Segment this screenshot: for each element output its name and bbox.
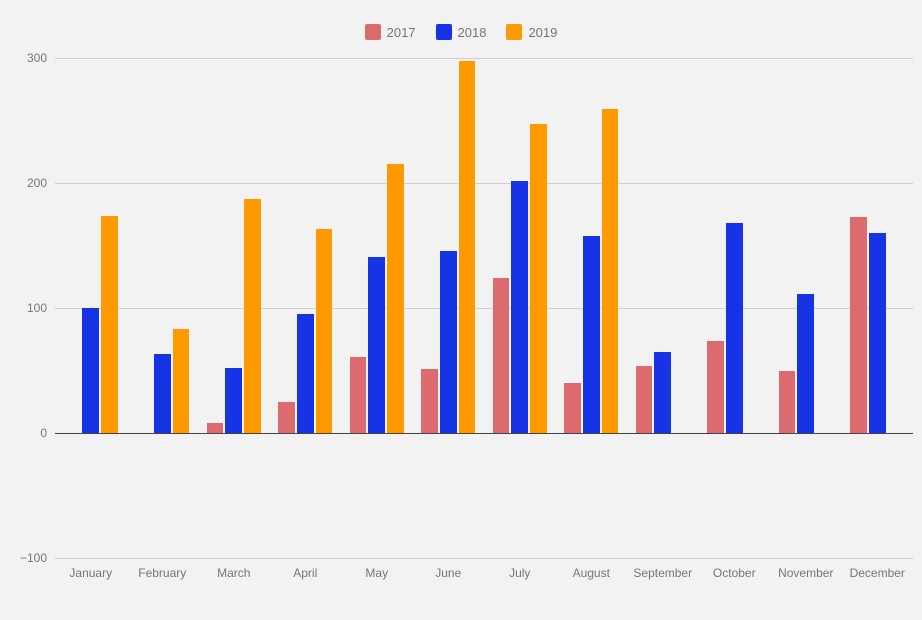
legend-item-2017: 2017 [365,24,416,40]
plot-area: −1000100200300JanuaryFebruaryMarchAprilM… [55,58,913,558]
x-tick-label: February [138,566,186,580]
x-tick-label: October [713,566,756,580]
bar [316,229,333,433]
legend-swatch-icon [436,24,452,40]
bar [82,308,99,433]
bar [530,124,547,433]
bar [225,368,242,433]
y-tick-label: 300 [27,51,47,65]
legend-swatch-icon [365,24,381,40]
bar [493,278,510,433]
legend-label: 2017 [387,25,416,40]
bar [368,257,385,433]
bar [297,314,314,433]
x-tick-label: March [217,566,250,580]
legend-item-2018: 2018 [436,24,487,40]
gridline [55,558,913,559]
y-tick-label: 100 [27,301,47,315]
x-tick-label: April [293,566,317,580]
legend: 2017 2018 2019 [0,24,922,40]
x-tick-label: August [573,566,610,580]
y-tick-label: 0 [40,426,47,440]
bar [779,371,796,434]
legend-swatch-icon [506,24,522,40]
bar [869,233,886,433]
bar [101,216,118,434]
y-tick-label: 200 [27,176,47,190]
x-tick-label: December [850,566,905,580]
bar [154,354,171,433]
x-tick-label: July [509,566,530,580]
legend-label: 2019 [528,25,557,40]
gridline [55,58,913,59]
bar [726,223,743,433]
legend-label: 2018 [458,25,487,40]
bar [511,181,528,434]
bar [564,383,581,433]
bar [278,402,295,433]
gridline [55,308,913,309]
x-tick-label: June [435,566,461,580]
bar [459,61,476,434]
x-tick-label: January [69,566,112,580]
bar [583,236,600,434]
x-tick-label: November [778,566,833,580]
y-tick-label: −100 [20,551,47,565]
bar [387,164,404,433]
bar [850,217,867,433]
legend-item-2019: 2019 [506,24,557,40]
chart-container: 201720182019 −1000100200300JanuaryFebrua… [0,0,922,620]
bar [654,352,671,433]
bar [173,329,190,433]
bar [350,357,367,433]
bar [707,341,724,434]
baseline [55,433,913,434]
x-tick-label: September [633,566,692,580]
bar [440,251,457,434]
bar [602,109,619,433]
x-tick-label: May [365,566,388,580]
bar [797,294,814,433]
gridline [55,183,913,184]
bar [636,366,653,434]
bar [421,369,438,433]
bar [207,423,224,433]
bar [244,199,261,433]
